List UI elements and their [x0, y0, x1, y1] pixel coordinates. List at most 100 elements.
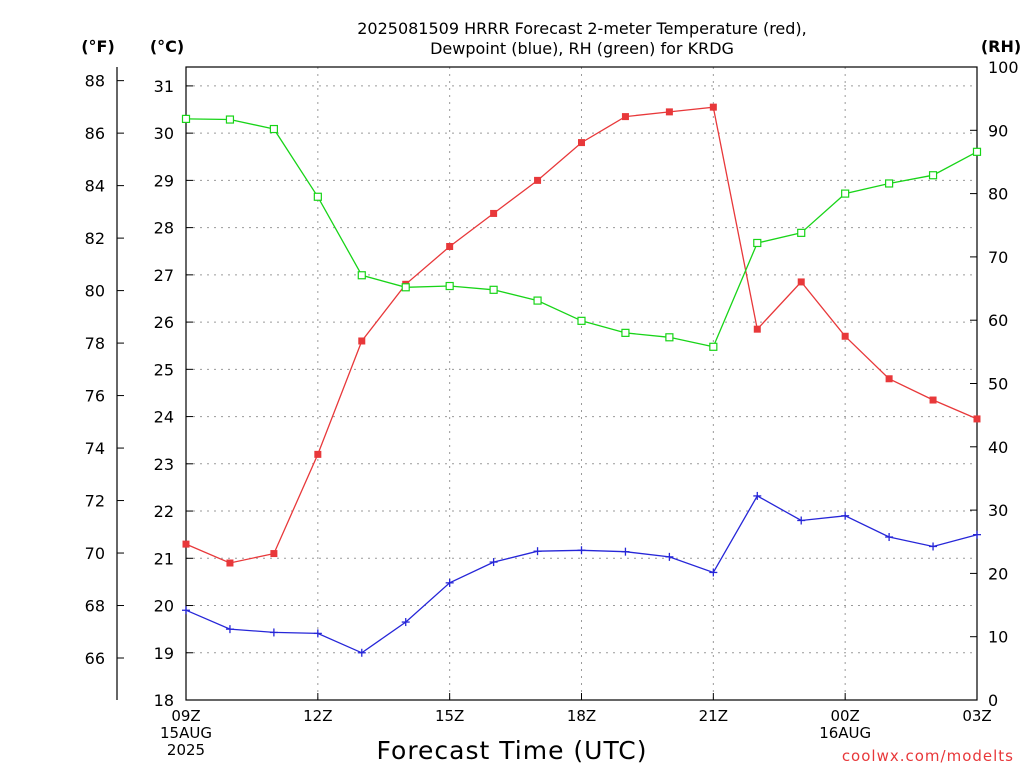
- fahrenheit-tick-label: 88: [85, 72, 105, 91]
- temperature-point: [709, 103, 717, 111]
- chart-title-line-2: Dewpoint (blue), RH (green) for KRDG: [430, 39, 734, 58]
- rh-tick-label: 50: [988, 375, 1008, 394]
- rh-point: [621, 328, 630, 337]
- fahrenheit-tick-label: 66: [85, 649, 105, 668]
- fahrenheit-tick-label: 72: [85, 492, 105, 511]
- rh-point: [181, 114, 191, 124]
- rh-point: [357, 271, 366, 280]
- dewpoint-point: [357, 648, 366, 657]
- celsius-tick-label: 31: [154, 77, 174, 96]
- rh-point: [445, 281, 454, 291]
- rh-tick-label: 80: [988, 185, 1008, 204]
- source-credit: coolwx.com/modelts: [842, 747, 1014, 765]
- dewpoint-point: [709, 568, 718, 577]
- temperature-point: [446, 243, 454, 251]
- temperature-point: [182, 540, 190, 548]
- rh-tick-label: 90: [988, 121, 1008, 140]
- rh-point: [269, 124, 278, 134]
- temperature-point: [753, 325, 761, 333]
- temperature-point: [270, 550, 278, 558]
- celsius-tick-label: 24: [154, 408, 174, 427]
- temperature-point: [665, 108, 673, 116]
- time-tick-label: 12Z: [303, 707, 332, 725]
- time-tick-label: 16AUG: [819, 724, 871, 742]
- time-tick-label: 2025: [167, 741, 205, 759]
- celsius-unit-label: (°C): [150, 37, 184, 56]
- time-tick-label: 21Z: [699, 707, 728, 725]
- rh-series: [181, 114, 982, 351]
- dewpoint-point: [182, 606, 190, 615]
- rh-unit-label: (RH): [981, 37, 1021, 56]
- celsius-tick-label: 22: [154, 502, 174, 521]
- dewpoint-point: [885, 533, 894, 542]
- dewpoint-line: [185, 495, 978, 654]
- celsius-tick-label: 29: [154, 171, 174, 190]
- dewpoint-point: [401, 618, 410, 627]
- celsius-tick-label: 23: [154, 455, 174, 474]
- time-tick-label: 00Z: [830, 707, 859, 725]
- dewpoint-point: [929, 542, 938, 551]
- celsius-tick-label: 18: [154, 691, 174, 710]
- rh-point: [313, 192, 322, 201]
- temperature-point: [534, 176, 542, 184]
- celsius-tick-label: 25: [154, 360, 174, 379]
- fahrenheit-tick-label: 82: [85, 229, 105, 248]
- fahrenheit-tick-label: 68: [85, 597, 105, 616]
- celsius-tick-label: 28: [154, 219, 174, 238]
- temperature-point: [841, 332, 849, 340]
- rh-point: [885, 179, 894, 188]
- fahrenheit-tick-label: 86: [85, 124, 105, 143]
- fahrenheit-unit-label: (°F): [81, 37, 115, 56]
- dewpoint-point: [225, 625, 234, 634]
- fahrenheit-axis: 66 68 70 72 74 76 78 80 82 84 86 88: [85, 72, 124, 668]
- temperature-point: [490, 209, 498, 217]
- rh-point: [841, 189, 850, 198]
- time-tick-label: 09Z: [171, 707, 200, 725]
- time-tick-label: 03Z: [962, 707, 991, 725]
- rh-tick-label: 40: [988, 438, 1008, 457]
- rh-point: [709, 342, 718, 351]
- temperature-point: [973, 415, 981, 423]
- rh-tick-label: 10: [988, 628, 1008, 647]
- fahrenheit-tick-label: 78: [85, 334, 105, 353]
- rh-point: [665, 333, 674, 342]
- dewpoint-point: [665, 552, 674, 561]
- fahrenheit-tick-label: 80: [85, 282, 105, 301]
- celsius-tick-label: 19: [154, 644, 174, 663]
- rh-point: [489, 285, 498, 294]
- rh-point: [225, 115, 235, 124]
- celsius-tick-label: 27: [154, 266, 174, 285]
- dewpoint-point: [577, 546, 586, 555]
- rh-axis: 0 10 20 30 40 50 60 70 80 90 100: [970, 58, 1019, 710]
- time-tick-label: 15Z: [435, 707, 464, 725]
- rh-point: [972, 147, 982, 156]
- rh-tick-label: 60: [988, 311, 1008, 330]
- dewpoint-point: [621, 547, 630, 556]
- chart-title-line-1: 2025081509 HRRR Forecast 2-meter Tempera…: [357, 19, 807, 38]
- time-tick-label: 15AUG: [160, 724, 212, 742]
- dewpoint-point: [841, 511, 850, 520]
- temperature-point: [226, 559, 234, 567]
- rh-point: [928, 171, 938, 180]
- rh-tick-label: 70: [988, 248, 1008, 267]
- rh-point: [533, 296, 542, 305]
- grid-lines: [186, 67, 977, 700]
- temperature-point: [578, 139, 585, 147]
- fahrenheit-tick-label: 74: [85, 439, 105, 458]
- dewpoint-point: [973, 530, 981, 539]
- dewpoint-point: [753, 491, 762, 500]
- time-tick-label: 18Z: [567, 707, 596, 725]
- rh-point: [753, 238, 762, 248]
- celsius-tick-label: 21: [154, 549, 174, 568]
- dewpoint-point: [313, 629, 322, 638]
- dewpoint-point: [489, 558, 498, 567]
- rh-tick-label: 100: [988, 58, 1019, 77]
- dewpoint-point: [445, 578, 454, 587]
- celsius-tick-label: 20: [154, 597, 174, 616]
- rh-point: [797, 228, 806, 237]
- x-axis-label: Forecast Time (UTC): [377, 736, 648, 765]
- rh-point: [577, 316, 586, 325]
- series-layer: [181, 103, 982, 657]
- temperature-point: [929, 396, 937, 404]
